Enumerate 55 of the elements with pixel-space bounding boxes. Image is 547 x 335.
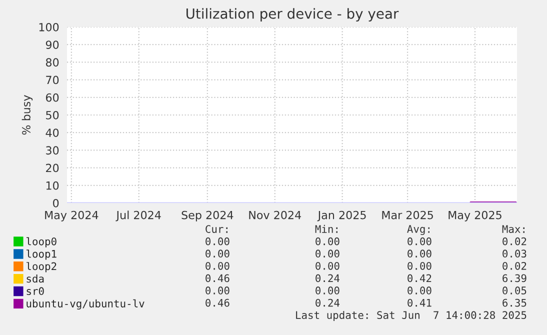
text: 0.41 (408, 298, 432, 307)
text: 0.00 (206, 250, 230, 258)
y-axis-title: % busy (22, 95, 33, 135)
y-tick-label: 90 (46, 40, 59, 49)
text: Min: (315, 224, 338, 233)
legend-label: sda (26, 274, 44, 283)
x-tick-label: Sep 2024 (182, 210, 234, 222)
text: 6.35 (502, 298, 526, 307)
text: 0.24 (316, 298, 340, 307)
text: Last update: Sat Jun 7 14:00:28 2025 (296, 310, 526, 322)
text: 0.00 (316, 286, 340, 294)
text: Avg: (407, 225, 430, 235)
x-tick-label: Nov 2024 (249, 210, 301, 220)
text: 0.03 (502, 250, 526, 258)
text: 0.00 (316, 237, 340, 246)
text: 0.02 (502, 262, 526, 270)
text: 0.00 (408, 286, 432, 294)
x-tick-label: May 2024 (45, 210, 98, 222)
text: 0.00 (316, 250, 340, 258)
legend-label: loop1 (26, 250, 56, 260)
y-tick-label: 0 (53, 198, 59, 208)
x-tick-label: Jul 2024 (116, 210, 161, 222)
text: 0.00 (206, 286, 230, 294)
y-tick-label: 100 (39, 22, 59, 32)
legend-label: ubuntu-vg/ubuntu-lv (26, 299, 144, 310)
text: 0.00 (316, 262, 340, 270)
y-tick-label: 20 (46, 164, 59, 172)
chart-title: Utilization per device - by year (186, 8, 399, 22)
text: 0.46 (206, 274, 230, 282)
legend-label: loop2 (26, 262, 56, 272)
text: 0.00 (408, 262, 432, 270)
y-tick-label: 40 (46, 128, 59, 137)
text: Cur: (206, 225, 228, 233)
y-tick-label: 10 (46, 181, 59, 190)
text: 0.46 (206, 298, 230, 307)
text: Max: (502, 225, 524, 233)
x-tick-label: May 2025 (448, 210, 502, 222)
x-tick-label: Mar 2025 (382, 210, 433, 220)
text: 0.00 (408, 237, 432, 246)
y-tick-label: 70 (46, 76, 59, 84)
y-tick-label: 50 (46, 110, 59, 120)
y-tick-label: 60 (46, 93, 59, 102)
text: 0.00 (206, 237, 230, 246)
y-tick-label: 30 (46, 146, 59, 155)
text: 0.00 (408, 250, 432, 258)
y-tick-label: 80 (46, 58, 59, 67)
text: 0.05 (502, 286, 526, 294)
text: 0.02 (502, 237, 526, 246)
text: 0.00 (206, 262, 230, 270)
text: 6.39 (502, 274, 526, 282)
legend-label: sr0 (26, 287, 44, 296)
text: 0.24 (316, 274, 340, 282)
text: 0.42 (408, 274, 432, 282)
x-tick-label: Jan 2025 (317, 210, 366, 222)
legend-label: loop0 (26, 237, 56, 248)
